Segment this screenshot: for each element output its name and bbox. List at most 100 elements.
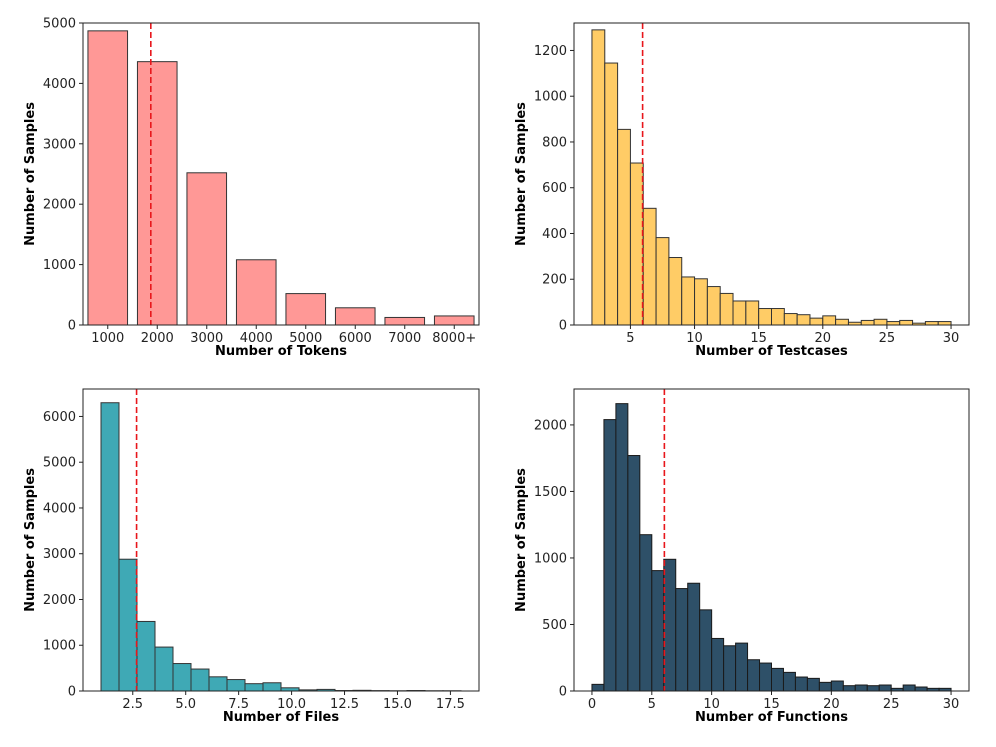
bar [615, 403, 629, 692]
y-tick-label: 1000 [43, 258, 76, 273]
x-tick-label: 10 [686, 331, 703, 346]
y-axis-label: Number of Samples [23, 102, 38, 246]
bar [796, 314, 811, 326]
bar [384, 316, 426, 326]
y-axis-label: Number of Samples [514, 468, 529, 612]
bar [794, 676, 808, 692]
bar [235, 259, 277, 326]
bar [902, 684, 916, 692]
axes-frame [573, 22, 970, 326]
chart-testcases: 5 10 15 20 25 30 0 200 400 600 800 1000 1200 Number o… [514, 22, 970, 359]
bar [771, 308, 785, 326]
x-tick-label: 8000+ [432, 331, 476, 346]
x-tick-label: 15.0 [383, 697, 412, 712]
x-axis-label: Number of Tokens [215, 344, 347, 359]
x-tick-label: 2000 [141, 331, 174, 346]
bar [809, 317, 824, 326]
y-tick-label: 200 [542, 273, 567, 288]
y-tick-label: 1000 [534, 90, 567, 105]
x-tick-label: 5 [648, 697, 656, 712]
x-tick-label: 4000 [240, 331, 273, 346]
y-tick-label: 5000 [43, 456, 76, 471]
bar [886, 321, 901, 326]
bar [172, 663, 192, 692]
bar [873, 318, 888, 326]
y-tick-label: 3000 [43, 547, 76, 562]
bar [591, 29, 606, 326]
y-axis-label: Number of Samples [23, 468, 38, 612]
bar [681, 276, 696, 326]
bar [663, 558, 677, 692]
bar [651, 570, 665, 692]
bar [668, 257, 683, 326]
y-tick-label: 2000 [43, 593, 76, 608]
bar [854, 684, 868, 692]
bar [719, 292, 734, 326]
bar [924, 321, 939, 326]
x-tick-label: 30 [943, 697, 960, 712]
y-tick-label: 500 [542, 618, 567, 633]
bar [835, 318, 849, 326]
bar [937, 321, 952, 326]
y-tick-label: 800 [542, 135, 567, 150]
x-tick-label: 5.0 [175, 697, 196, 712]
x-tick-label: 5000 [289, 331, 322, 346]
chart-files: 2.5 5.0 7.5 10.0 12.5 15.0 17.5 0 1000 2000 3000 40… [23, 388, 480, 725]
y-tick-label: 6000 [43, 410, 76, 425]
bar [899, 319, 914, 326]
bar [627, 455, 641, 692]
bar [154, 646, 174, 692]
bar [745, 300, 760, 326]
bar [723, 645, 737, 692]
bar [758, 308, 773, 326]
bar [735, 642, 749, 692]
y-tick-label: 1000 [43, 639, 76, 654]
x-tick-label: 30 [943, 331, 960, 346]
y-tick-label: 1000 [534, 551, 567, 566]
y-tick-label: 2000 [534, 418, 567, 433]
bar [830, 680, 844, 692]
x-tick-label: 1000 [91, 331, 124, 346]
axes-frame [82, 388, 480, 692]
bar [759, 662, 772, 692]
bar [629, 162, 644, 326]
bar [226, 679, 246, 692]
y-tick-label: 4000 [43, 501, 76, 516]
bar [747, 659, 761, 692]
x-axis-label: Number of Testcases [695, 344, 848, 359]
bar [136, 61, 178, 326]
bar [783, 313, 798, 326]
y-tick-label: 0 [68, 319, 76, 334]
x-tick-label: 20 [823, 697, 840, 712]
y-tick-label: 0 [68, 685, 76, 700]
x-tick-label: 10.0 [277, 697, 306, 712]
bar [818, 681, 832, 692]
x-axis-label: Number of Functions [695, 710, 848, 725]
bar [100, 402, 120, 692]
bar [190, 668, 210, 692]
x-tick-label: 20 [815, 331, 832, 346]
x-tick-label: 7000 [388, 331, 421, 346]
bar [706, 286, 721, 326]
bar [655, 237, 670, 326]
bar [842, 685, 856, 692]
bar [866, 685, 880, 692]
bar [604, 62, 619, 326]
bar [694, 278, 708, 326]
bar [675, 588, 689, 692]
bar [591, 683, 605, 692]
bar [617, 128, 631, 326]
bar [433, 315, 475, 326]
bar [806, 677, 820, 692]
bar [208, 676, 228, 692]
bar [262, 682, 282, 692]
bar [699, 609, 713, 692]
y-tick-label: 0 [559, 685, 567, 700]
bar [687, 582, 701, 692]
y-tick-label: 5000 [43, 17, 76, 32]
x-tick-label: 0 [588, 697, 596, 712]
bar [285, 293, 327, 326]
bar [639, 534, 653, 692]
y-tick-label: 2000 [43, 198, 76, 213]
